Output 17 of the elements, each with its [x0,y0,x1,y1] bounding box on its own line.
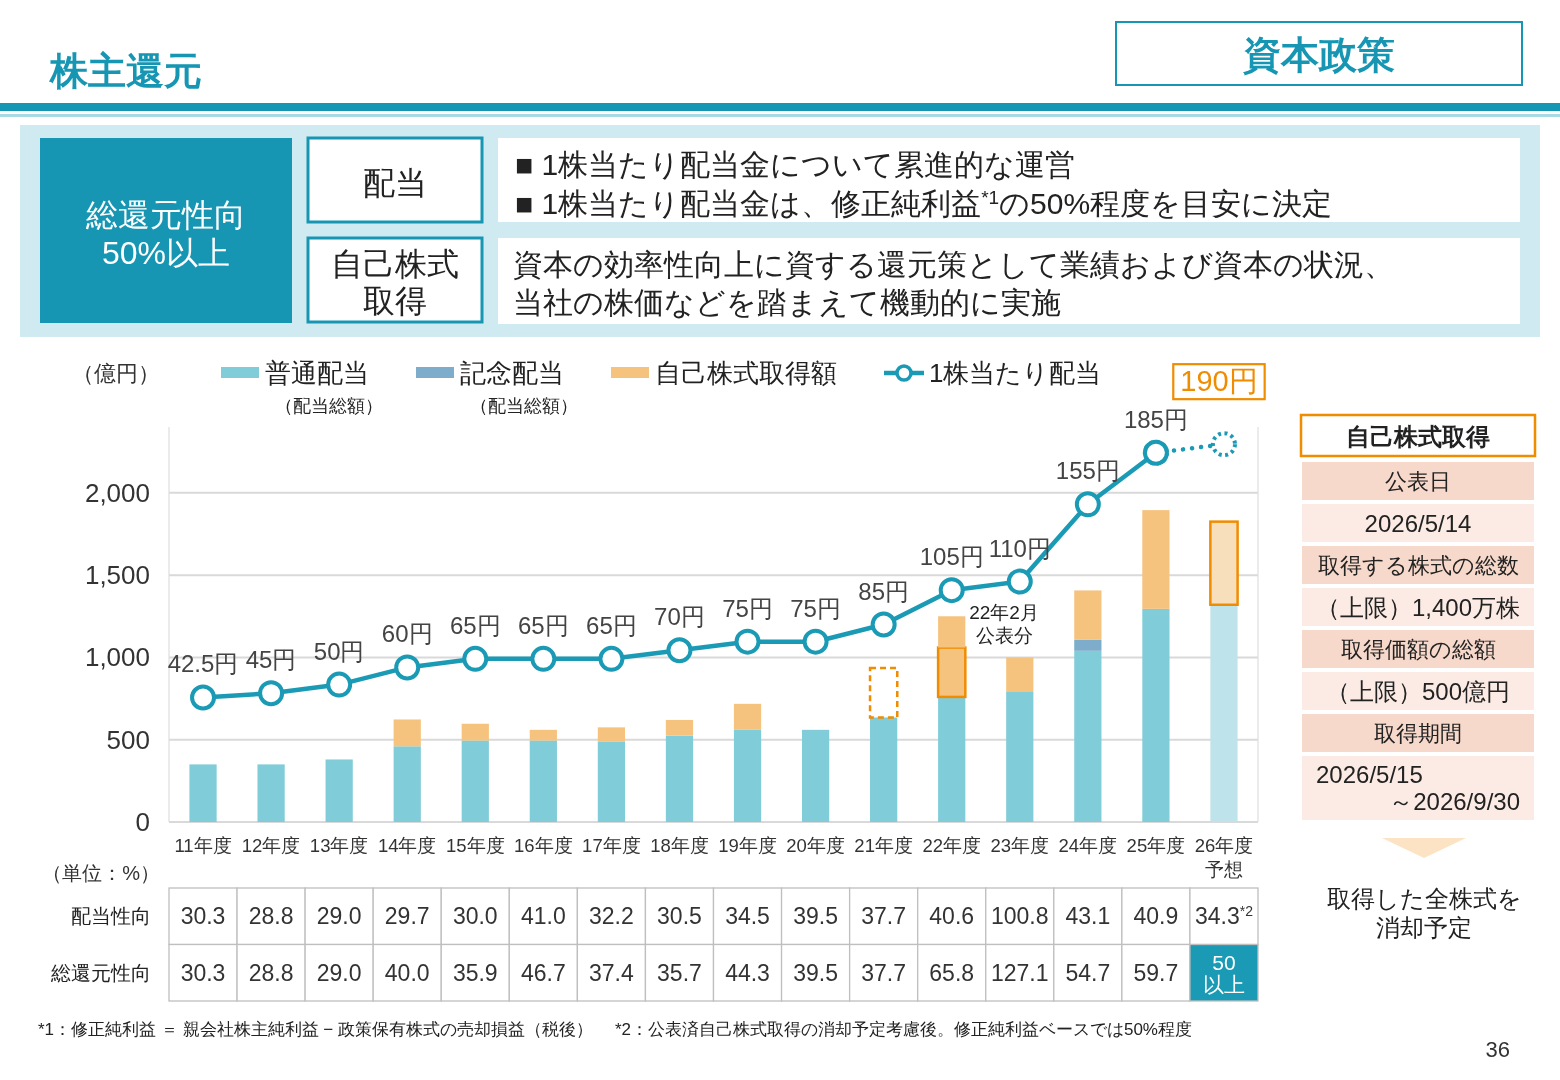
legend-label: 1株当たり配当 [929,358,1102,388]
footnote: *1：修正純利益 ＝ 親会社株主純利益 − 政策保有株式の売却損益（税後） [38,1020,593,1039]
legend-label: 記念配当 [460,358,564,388]
footnote: *2：公表済自己株式取得の消却予定考慮後。修正純利益ベースでは50%程度 [614,1020,1192,1039]
legend-label: 自己株式取得額 [655,358,837,388]
note: ■ 1株当たり配当金について累進的な運営 [515,147,1076,181]
subtitle: 資本政策 [1243,33,1395,76]
note: 配当 [363,164,427,201]
unit: （単位：%） [42,862,160,884]
note: 自己株式取得 [331,246,459,319]
data-label: 190円 [1180,365,1258,398]
annotation: 22年2月公表分 [969,602,1039,647]
legend-label: 普通配当 [265,358,369,388]
note: ■ 1株当たり配当金は、修正純利益$^{*1}$の50%程度を目安に決定 [515,186,1333,220]
note: 資本の効率性向上に資する還元策として業績および資本の状況、当社の株価などを踏まえて機動的に実施 [513,247,1394,319]
note: 総還元性向 50%以上 [86,196,246,271]
title: 株主還元 [50,50,202,92]
